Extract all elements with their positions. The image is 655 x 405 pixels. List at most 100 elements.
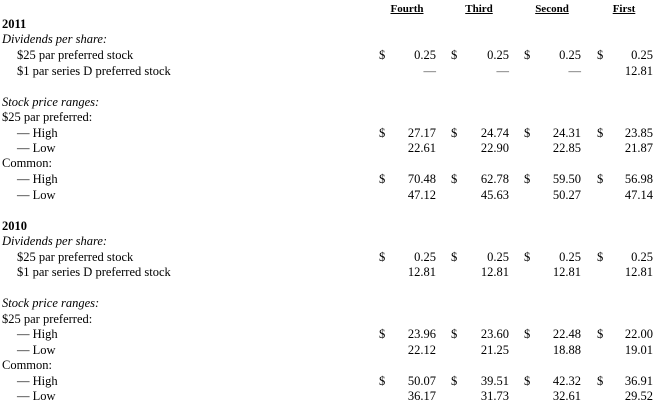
currency-symbol: $ (524, 250, 531, 264)
currency-symbol: $ (524, 374, 531, 388)
currency-symbol: $ (451, 374, 458, 388)
currency-symbol: $ (524, 126, 531, 140)
value-q2: 12.81 (552, 265, 581, 279)
value-q2: 22.85 (552, 141, 581, 155)
value-q4: 50.07 (407, 374, 436, 388)
value-q1: 56.98 (624, 172, 653, 186)
value-q3: 62.78 (480, 172, 509, 186)
row-label: — High (17, 172, 58, 186)
value-q4: 12.81 (407, 265, 436, 279)
currency-symbol: $ (597, 327, 604, 341)
row-label: $25 par preferred stock (17, 250, 134, 264)
value-q2: 0.25 (559, 48, 581, 62)
year-label: 2011 (2, 17, 27, 31)
value-q1: 19.01 (624, 343, 653, 357)
table-row-pref25-2010: $25 par preferred stock $ 0.25 $ 0.25 $ … (0, 250, 655, 265)
value-q2: 24.31 (552, 126, 581, 140)
value-q2: 59.50 (552, 172, 581, 186)
value-q1: 0.25 (631, 48, 653, 62)
value-q1: 12.81 (624, 64, 653, 78)
header-first: First (612, 3, 636, 15)
table-row-pref25-2011: $25 par preferred stock $ 0.25 $ 0.25 $ … (0, 48, 655, 63)
value-q4: 22.61 (407, 141, 436, 155)
value-q3: 0.25 (487, 48, 509, 62)
header-fourth: Fourth (390, 3, 424, 15)
value-q2: 22.48 (552, 327, 581, 341)
value-q3: 23.60 (480, 327, 509, 341)
value-q1: 0.25 (631, 250, 653, 264)
currency-symbol: $ (524, 48, 531, 62)
currency-symbol: $ (597, 126, 604, 140)
dividends-heading: Dividends per share: (0, 234, 655, 249)
value-q1: 29.52 (624, 389, 653, 403)
currency-symbol: $ (451, 250, 458, 264)
currency-symbol: $ (524, 172, 531, 186)
row-label: — High (17, 126, 58, 140)
currency-symbol: $ (379, 126, 386, 140)
table-row-pref-high-2010: — High $ 23.96 $ 23.60 $ 22.48 $ 22.00 (0, 327, 655, 342)
value-q2: 18.88 (552, 343, 581, 357)
value-q3: 24.74 (480, 126, 509, 140)
value-q2: 0.25 (559, 250, 581, 264)
currency-symbol: $ (451, 48, 458, 62)
header-second: Second (535, 3, 569, 15)
value-q3: — (496, 64, 510, 78)
year-heading-2010: 2010 (0, 219, 655, 234)
currency-symbol: $ (379, 250, 386, 264)
currency-symbol: $ (451, 172, 458, 186)
currency-symbol: $ (597, 48, 604, 62)
currency-symbol: $ (379, 172, 386, 186)
value-q4: 0.25 (414, 250, 436, 264)
stock-price-heading: Stock price ranges: (0, 296, 655, 311)
value-q2: 42.32 (552, 374, 581, 388)
dividends-heading-label: Dividends per share: (2, 234, 108, 248)
table-row-pref-high-2011: — High $ 27.17 $ 24.74 $ 24.31 $ 23.85 (0, 126, 655, 141)
common-heading-label: Common: (2, 358, 53, 372)
value-q1: 12.81 (624, 265, 653, 279)
row-label: — Low (17, 141, 56, 155)
value-q3: 39.51 (480, 374, 509, 388)
table-row-common-low-2011: — Low 47.12 45.63 50.27 47.14 (0, 188, 655, 203)
table-row-seriesD-2010: $1 par series D preferred stock 12.81 12… (0, 265, 655, 280)
value-q1: 23.85 (624, 126, 653, 140)
currency-symbol: $ (451, 126, 458, 140)
value-q4: 0.25 (414, 48, 436, 62)
currency-symbol: $ (597, 250, 604, 264)
table-row-pref-low-2010: — Low 22.12 21.25 18.88 19.01 (0, 343, 655, 358)
row-label: $1 par series D preferred stock (17, 64, 171, 78)
year-label: 2010 (2, 219, 27, 233)
common-heading: Common: (0, 156, 655, 171)
table-row-common-low-2010: — Low 36.17 31.73 32.61 29.52 (0, 389, 655, 404)
row-label: — Low (17, 188, 56, 202)
pref-heading: $25 par preferred: (0, 110, 655, 125)
dividends-heading: Dividends per share: (0, 32, 655, 47)
common-heading: Common: (0, 358, 655, 373)
currency-symbol: $ (524, 327, 531, 341)
pref-heading-label: $25 par preferred: (2, 312, 93, 326)
stock-price-heading-label: Stock price ranges: (2, 95, 100, 109)
header-third: Third (465, 3, 493, 15)
value-q3: 45.63 (480, 188, 509, 202)
value-q4: 27.17 (407, 126, 436, 140)
currency-symbol: $ (379, 374, 386, 388)
table-row-pref-low-2011: — Low 22.61 22.90 22.85 21.87 (0, 141, 655, 156)
value-q1: 47.14 (624, 188, 653, 202)
stock-price-heading: Stock price ranges: (0, 95, 655, 110)
row-label: — High (17, 374, 58, 388)
currency-symbol: $ (597, 172, 604, 186)
column-header-row: Fourth Third Second First (0, 2, 655, 17)
value-q3: 0.25 (487, 250, 509, 264)
common-heading-label: Common: (2, 156, 53, 170)
row-label: — Low (17, 389, 56, 403)
currency-symbol: $ (597, 374, 604, 388)
pref-heading: $25 par preferred: (0, 312, 655, 327)
value-q3: 12.81 (480, 265, 509, 279)
row-label: $1 par series D preferred stock (17, 265, 171, 279)
table-row-seriesD-2011: $1 par series D preferred stock — — — 12… (0, 64, 655, 79)
value-q3: 31.73 (480, 389, 509, 403)
year-heading-2011: 2011 (0, 17, 655, 32)
table-row-common-high-2011: — High $ 70.48 $ 62.78 $ 59.50 $ 56.98 (0, 172, 655, 187)
row-label: $25 par preferred stock (17, 48, 134, 62)
table-row-common-high-2010: — High $ 50.07 $ 39.51 $ 42.32 $ 36.91 (0, 374, 655, 389)
value-q4: 70.48 (407, 172, 436, 186)
